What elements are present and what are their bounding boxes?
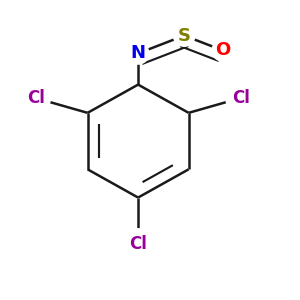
Circle shape (226, 83, 256, 113)
Text: O: O (215, 41, 230, 59)
Text: Cl: Cl (27, 89, 44, 107)
Text: Cl: Cl (232, 89, 250, 107)
Circle shape (173, 25, 195, 46)
Text: S: S (178, 27, 191, 45)
Text: N: N (130, 44, 146, 62)
Circle shape (212, 40, 233, 61)
Circle shape (21, 83, 50, 113)
Circle shape (123, 229, 153, 259)
Text: Cl: Cl (129, 235, 147, 253)
Circle shape (128, 43, 149, 64)
